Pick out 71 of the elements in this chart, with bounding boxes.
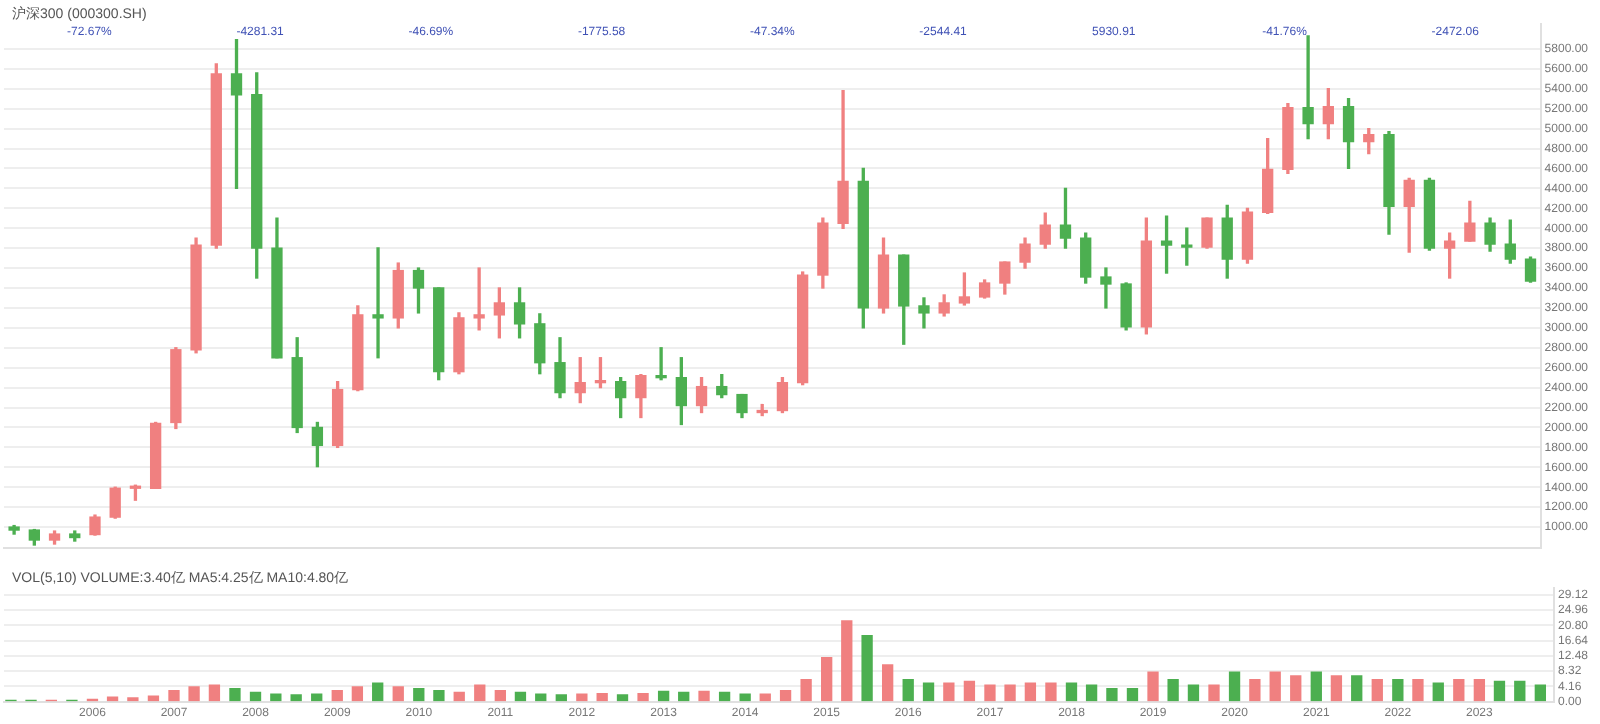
bar <box>739 693 751 702</box>
bar <box>494 689 506 702</box>
bar <box>1269 671 1281 702</box>
bar <box>943 682 955 702</box>
bar <box>372 682 384 702</box>
bar <box>596 692 608 702</box>
bar <box>657 690 670 702</box>
bar <box>433 689 445 702</box>
bar <box>698 690 710 702</box>
bar <box>861 634 873 702</box>
bar <box>1351 675 1363 702</box>
bar <box>1045 682 1057 702</box>
bar <box>800 678 812 702</box>
bar <box>453 691 465 702</box>
bar <box>984 684 996 702</box>
bar <box>1473 678 1486 702</box>
candlestick <box>1100 267 1112 309</box>
bar <box>779 689 792 702</box>
bar <box>922 682 935 702</box>
bar <box>1432 682 1444 702</box>
bar <box>188 686 200 702</box>
bar <box>1412 678 1424 702</box>
candlestick <box>372 247 384 359</box>
bar <box>1065 682 1078 702</box>
bar <box>1208 684 1220 702</box>
bar <box>555 694 567 702</box>
bar <box>351 686 364 702</box>
bar <box>1126 688 1139 702</box>
candlestick <box>655 347 667 381</box>
bar <box>1004 684 1016 702</box>
bar <box>208 684 221 702</box>
bar <box>514 691 527 702</box>
bar <box>841 620 853 702</box>
bar <box>1228 671 1241 702</box>
bar <box>270 693 282 702</box>
bar <box>413 688 425 702</box>
candlestick <box>473 267 485 331</box>
bar <box>1453 678 1465 702</box>
bar <box>1534 684 1547 702</box>
bar <box>1392 678 1404 702</box>
candlestick <box>1302 35 1314 140</box>
bar <box>1371 678 1383 702</box>
bar <box>1330 675 1343 702</box>
bar <box>147 695 160 702</box>
bar <box>331 689 343 702</box>
bar <box>1290 675 1302 702</box>
bar <box>290 694 302 702</box>
bar <box>1147 671 1159 702</box>
bar <box>678 691 690 702</box>
bar <box>1310 671 1322 702</box>
bar <box>718 691 731 702</box>
bar <box>1249 678 1261 702</box>
bar <box>616 694 629 702</box>
bar <box>1187 684 1200 702</box>
bar <box>1085 684 1098 702</box>
bar <box>1167 678 1179 702</box>
bar <box>1106 688 1118 702</box>
bar <box>229 688 241 702</box>
bar <box>1514 680 1526 702</box>
bar <box>392 686 404 702</box>
bar <box>637 692 649 702</box>
bar <box>902 678 914 702</box>
bar <box>882 664 894 702</box>
bar <box>168 689 180 702</box>
bar <box>1024 682 1037 702</box>
bar <box>821 656 833 702</box>
bar <box>249 691 262 702</box>
bar <box>963 680 976 702</box>
bar <box>1493 680 1506 702</box>
bar <box>474 684 486 702</box>
bar <box>576 693 588 702</box>
